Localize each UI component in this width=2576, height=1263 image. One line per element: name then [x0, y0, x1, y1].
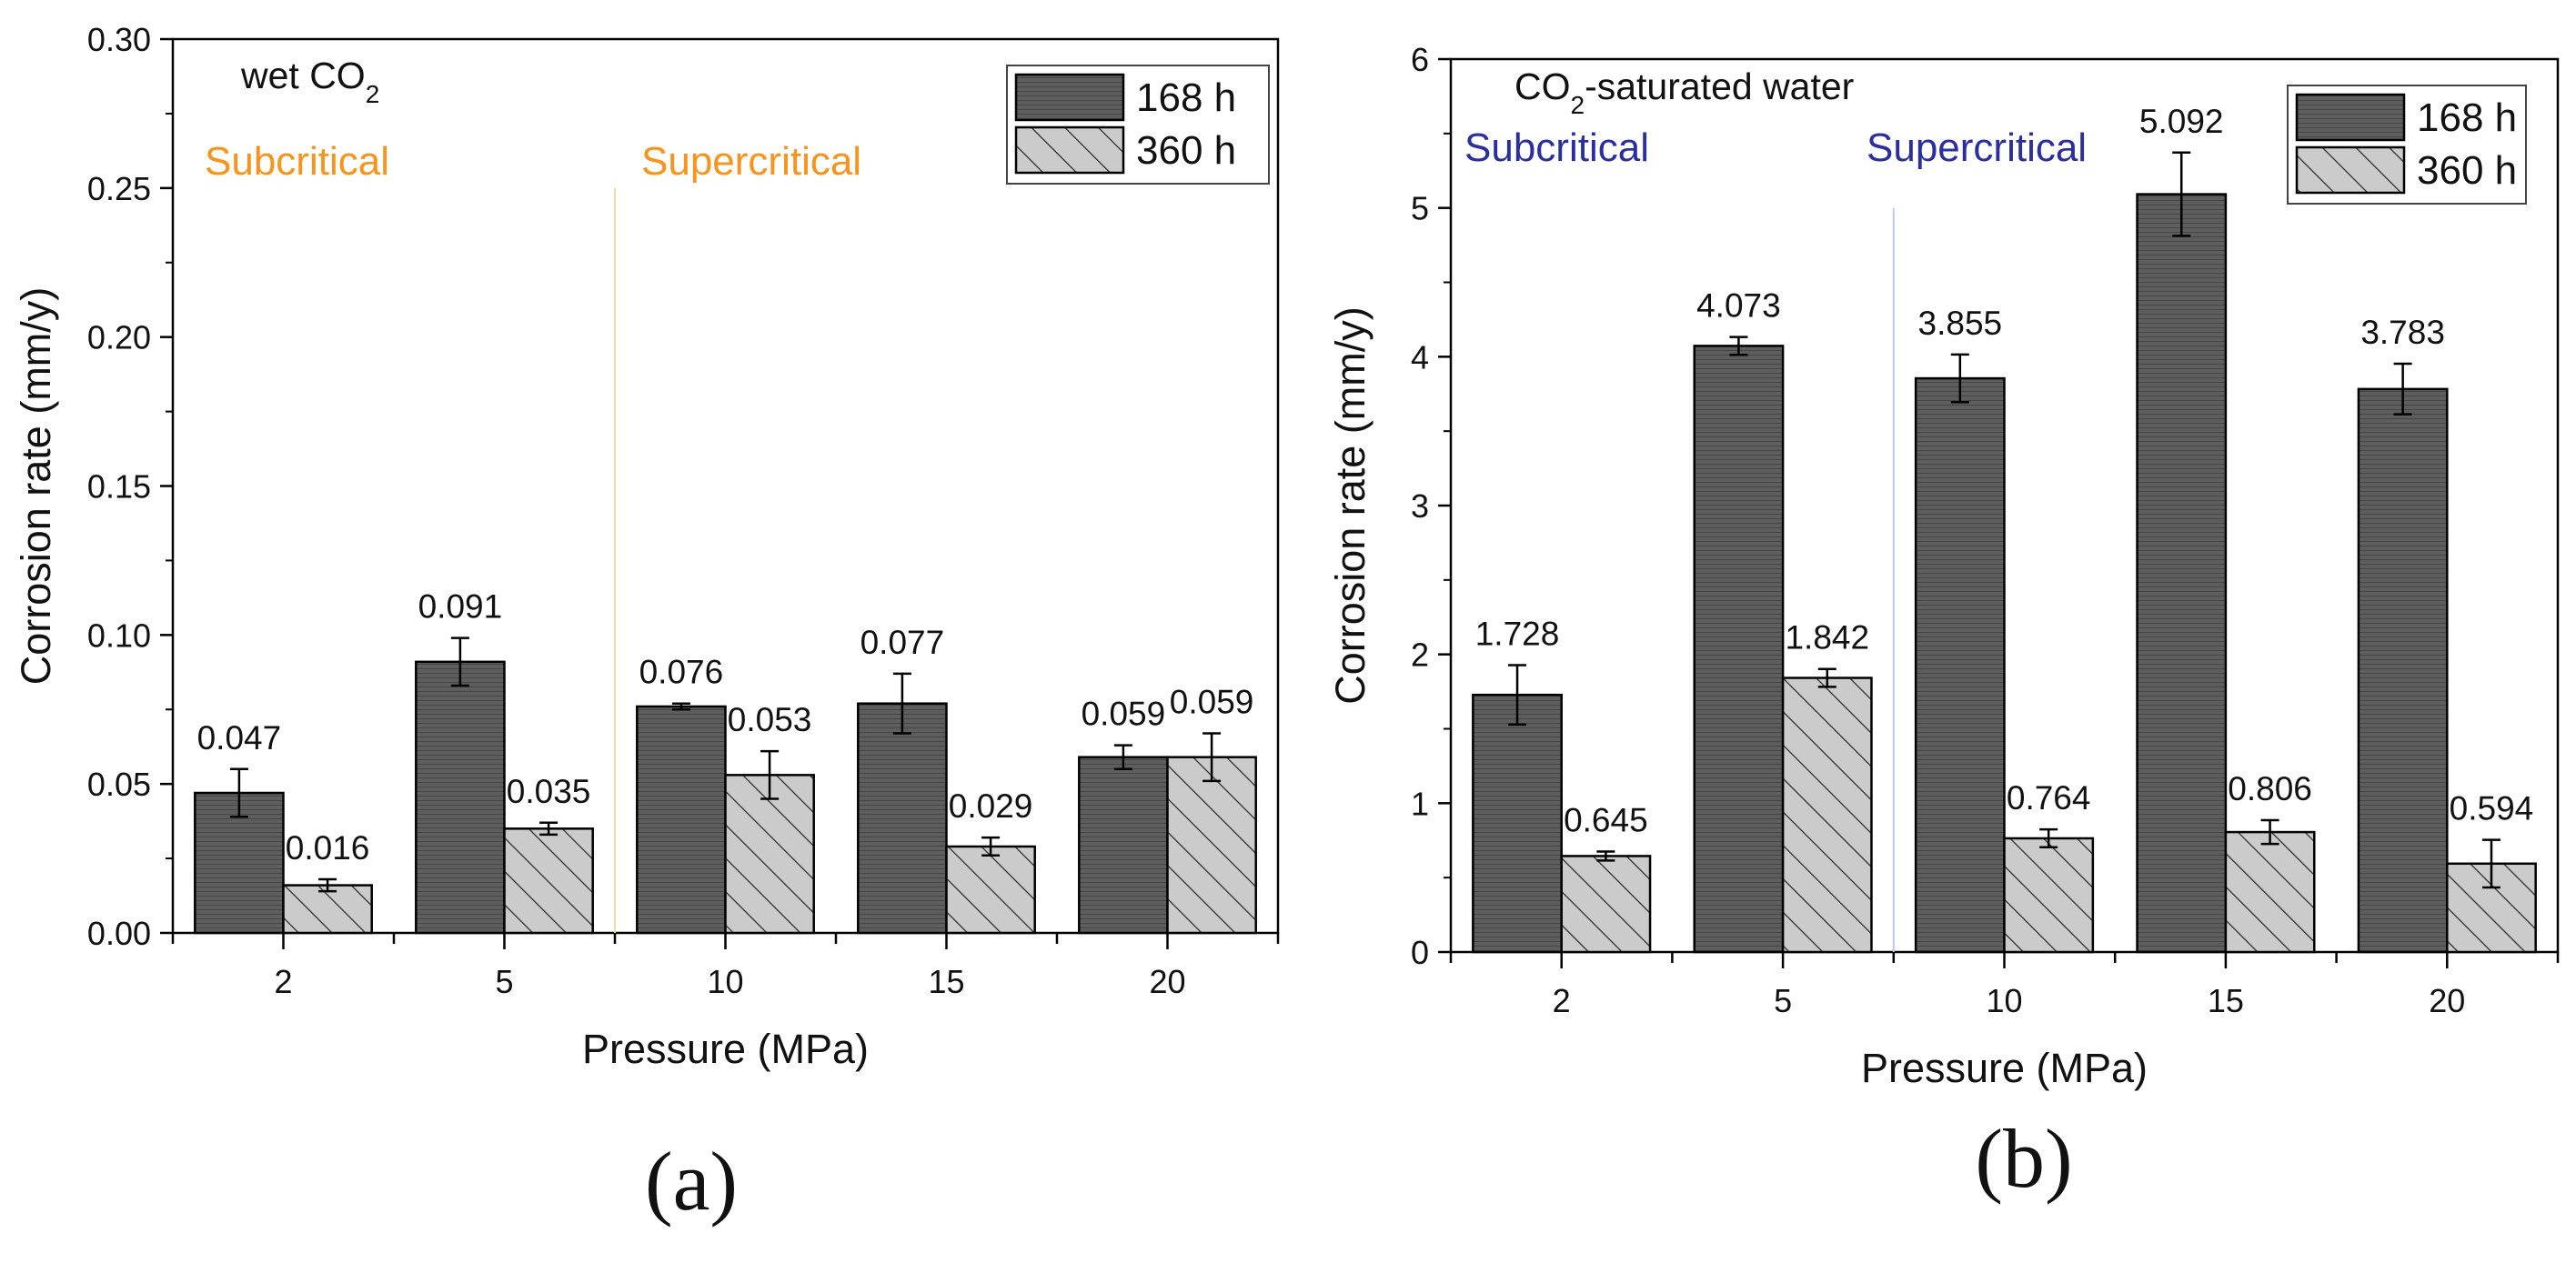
bar-168h-20	[1078, 756, 1169, 935]
data-label: 0.035	[507, 773, 591, 810]
bar-360h-20	[1166, 756, 1257, 935]
bar-168h-20	[2357, 387, 2449, 954]
y-tick-label: 2	[1411, 637, 1429, 674]
data-label: 0.059	[1170, 683, 1254, 720]
y-tick-label: 0.20	[87, 319, 151, 356]
x-tick-label: 10	[1986, 982, 2022, 1019]
regime-label: Subcritical	[205, 139, 389, 184]
bar-168h-15	[857, 702, 948, 935]
data-label: 0.059	[1082, 696, 1166, 733]
y-tick-label: 0.30	[87, 21, 151, 58]
data-label: 3.855	[1918, 305, 2003, 342]
bar-360h-15	[945, 845, 1036, 935]
legend-swatch	[1014, 73, 1125, 122]
data-label: 0.076	[639, 654, 724, 691]
x-tick-label: 2	[274, 963, 292, 1000]
bar-168h-10	[1914, 376, 2006, 954]
bar-360h-5	[503, 827, 594, 935]
data-label: 0.091	[418, 588, 503, 626]
x-tick-label: 10	[707, 963, 743, 1000]
data-label: 3.783	[2360, 314, 2445, 351]
y-tick-label: 1	[1411, 785, 1429, 822]
bar-360h-5	[1781, 677, 1873, 954]
bar-360h-10	[2003, 837, 2095, 954]
data-label: 0.645	[1564, 802, 1648, 839]
legend-swatch	[1014, 125, 1125, 175]
regime-label: Subcritical	[1464, 125, 1649, 170]
condition-annotation: CO2-saturated water	[1514, 65, 1854, 119]
y-tick-label: 0.10	[87, 616, 151, 654]
regime-label: Supercritical	[1867, 125, 2087, 170]
data-label: 0.594	[2450, 790, 2534, 827]
bar-360h-2	[282, 884, 373, 935]
data-label: 0.053	[728, 701, 812, 738]
y-tick-label: 0.00	[87, 915, 151, 952]
x-tick-label: 5	[495, 963, 513, 1000]
data-label: 1.728	[1475, 615, 1560, 652]
y-tick-label: 3	[1411, 487, 1429, 525]
data-label: 0.016	[286, 829, 370, 867]
bar-360h-15	[2224, 830, 2316, 954]
y-axis-label: Corrosion rate (mm/y)	[1327, 306, 1374, 705]
regime-label: Supercritical	[641, 139, 861, 184]
y-tick-label: 5	[1411, 190, 1429, 227]
data-label: 0.029	[949, 787, 1033, 825]
data-label: 4.073	[1696, 287, 1781, 325]
legend-entry: 360 h	[1136, 128, 1236, 173]
bar-168h-15	[2136, 193, 2228, 954]
bar-360h-10	[724, 774, 815, 935]
data-label: 0.806	[2228, 770, 2312, 807]
panel-label: (b)	[1975, 1112, 2072, 1205]
data-label: 0.077	[860, 624, 945, 661]
condition-annotation: wet CO2	[240, 55, 379, 108]
bar-168h-5	[1693, 345, 1785, 954]
data-label: 5.092	[2139, 103, 2224, 140]
x-tick-label: 5	[1774, 982, 1792, 1019]
x-tick-label: 15	[928, 963, 964, 1000]
legend-swatch	[2295, 145, 2406, 195]
legend-entry: 168 h	[1136, 75, 1236, 120]
panel-label: (a)	[645, 1135, 738, 1228]
bar-360h-2	[1560, 855, 1652, 954]
chart-panel-b: 0 1 2 3 4 5 6 2 5 10 15 20 1.728 4.073 3.855 5.092 3.783…	[1327, 41, 2560, 1205]
bar-168h-2	[1472, 693, 1563, 954]
x-tick-label: 20	[2429, 982, 2465, 1019]
y-tick-label: 0.05	[87, 766, 151, 803]
y-tick-label: 4	[1411, 338, 1429, 376]
x-axis-label: Pressure (MPa)	[1861, 1045, 2148, 1091]
y-tick-label: 0.25	[87, 170, 151, 207]
chart-panel-a: 0.00 0.05 0.10 0.15 0.20 0.25 0.30 2 5 10 15 20 0.04…	[13, 21, 1280, 1228]
y-tick-label: 0	[1411, 934, 1429, 971]
data-label: 1.842	[1785, 619, 1869, 657]
y-tick-label: 6	[1411, 41, 1429, 78]
x-tick-label: 15	[2208, 982, 2244, 1019]
data-label: 0.764	[2007, 779, 2091, 817]
x-tick-label: 2	[1553, 982, 1571, 1019]
bar-168h-5	[415, 660, 506, 935]
legend-entry: 360 h	[2417, 148, 2517, 193]
y-axis-label: Corrosion rate (mm/y)	[13, 287, 59, 686]
y-tick-label: 0.15	[87, 468, 151, 506]
legend-swatch	[2295, 93, 2406, 142]
legend-entry: 168 h	[2417, 95, 2517, 140]
x-axis-label: Pressure (MPa)	[582, 1026, 869, 1072]
bar-168h-10	[636, 705, 727, 935]
data-label: 0.047	[197, 719, 282, 757]
x-tick-label: 20	[1149, 963, 1185, 1000]
